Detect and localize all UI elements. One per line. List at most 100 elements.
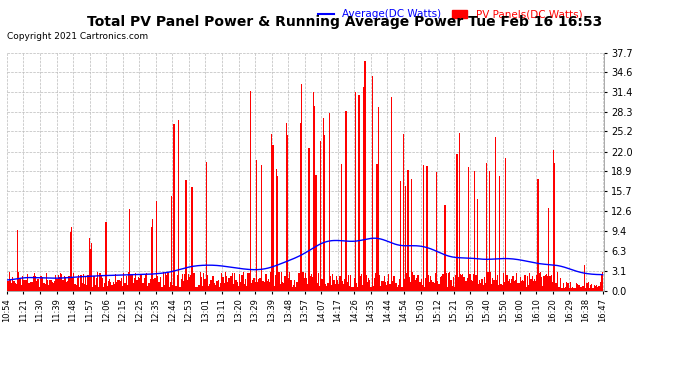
Bar [392, 281, 393, 291]
Bar [354, 278, 355, 291]
Bar [279, 284, 281, 291]
Bar [90, 249, 91, 291]
Bar [541, 277, 542, 291]
Bar [384, 276, 385, 291]
Bar [121, 278, 122, 291]
Bar [150, 227, 152, 291]
Bar [124, 283, 126, 291]
Bar [221, 273, 222, 291]
Bar [266, 281, 268, 291]
Bar [418, 275, 420, 291]
Bar [31, 282, 32, 291]
Bar [572, 287, 573, 291]
Bar [300, 123, 301, 291]
Bar [485, 283, 486, 291]
Bar [270, 272, 271, 291]
Bar [257, 282, 258, 291]
Bar [566, 282, 567, 291]
Bar [575, 283, 577, 291]
Bar [245, 279, 246, 291]
Bar [86, 285, 88, 291]
Bar [59, 277, 60, 291]
Bar [283, 283, 284, 291]
Bar [146, 273, 147, 291]
Bar [310, 274, 312, 291]
Bar [344, 279, 345, 291]
Bar [273, 145, 274, 291]
Bar [319, 285, 320, 291]
Bar [524, 275, 526, 291]
Bar [130, 274, 132, 291]
Bar [516, 273, 518, 291]
Bar [542, 286, 544, 291]
Legend: Average(DC Watts), PV Panels(DC Watts): Average(DC Watts), PV Panels(DC Watts) [314, 5, 586, 24]
Bar [586, 283, 588, 291]
Bar [89, 238, 90, 291]
Bar [276, 170, 277, 291]
Bar [333, 280, 335, 291]
Bar [538, 179, 539, 291]
Bar [540, 272, 541, 291]
Bar [26, 280, 27, 291]
Bar [277, 176, 279, 291]
Bar [102, 278, 103, 291]
Bar [219, 287, 220, 291]
Bar [394, 276, 395, 291]
Bar [18, 273, 19, 291]
Bar [583, 286, 584, 291]
Bar [274, 286, 275, 291]
Bar [73, 273, 75, 291]
Bar [128, 272, 129, 291]
Bar [438, 285, 440, 291]
Bar [188, 274, 189, 291]
Bar [386, 285, 387, 291]
Bar [225, 272, 226, 291]
Bar [412, 272, 413, 291]
Bar [387, 281, 388, 291]
Bar [531, 276, 533, 291]
Bar [84, 284, 85, 291]
Bar [318, 273, 319, 291]
Bar [61, 274, 62, 291]
Bar [554, 163, 555, 291]
Bar [62, 280, 63, 291]
Bar [430, 276, 431, 291]
Bar [179, 287, 181, 291]
Bar [473, 274, 474, 291]
Bar [24, 280, 26, 291]
Bar [42, 277, 43, 291]
Bar [30, 282, 31, 291]
Bar [269, 282, 270, 291]
Bar [595, 286, 596, 291]
Bar [207, 275, 208, 291]
Bar [350, 275, 351, 291]
Bar [484, 277, 485, 291]
Bar [244, 284, 245, 291]
Bar [475, 276, 477, 291]
Bar [376, 164, 377, 291]
Bar [141, 274, 142, 291]
Bar [446, 273, 447, 291]
Bar [36, 281, 37, 291]
Bar [441, 276, 442, 291]
Bar [213, 276, 214, 291]
Bar [63, 276, 65, 291]
Bar [22, 276, 23, 291]
Bar [75, 285, 77, 291]
Bar [96, 278, 97, 291]
Bar [385, 282, 386, 291]
Bar [11, 283, 12, 291]
Bar [482, 285, 484, 291]
Bar [108, 281, 109, 291]
Bar [106, 286, 108, 291]
Bar [431, 280, 433, 291]
Bar [43, 283, 44, 291]
Bar [50, 280, 52, 291]
Bar [528, 285, 529, 291]
Bar [243, 272, 244, 291]
Bar [299, 273, 300, 291]
Bar [325, 284, 326, 291]
Bar [521, 281, 522, 291]
Bar [426, 166, 428, 291]
Bar [119, 281, 121, 291]
